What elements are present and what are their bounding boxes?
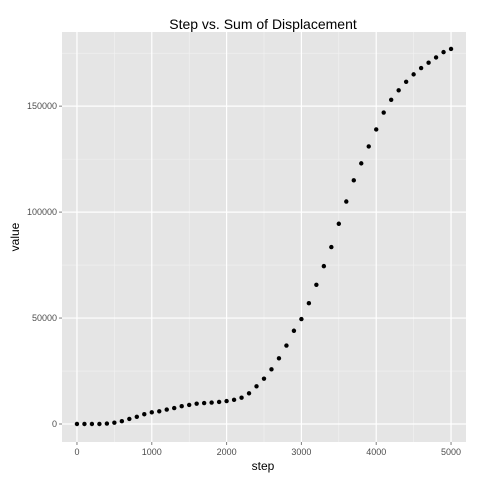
data-point — [366, 144, 371, 149]
data-point — [224, 398, 229, 404]
data-point — [448, 46, 454, 52]
x-tick-label: 0 — [74, 447, 79, 457]
data-point — [403, 79, 409, 84]
y-tick-label: 50000 — [32, 313, 57, 323]
data-point — [261, 376, 267, 381]
data-point — [433, 55, 439, 60]
data-point — [411, 72, 416, 77]
data-point — [291, 328, 297, 333]
data-point — [441, 49, 446, 55]
data-point — [246, 391, 252, 396]
y-tick-label: 100000 — [27, 207, 57, 217]
major-gridlines — [62, 32, 466, 442]
data-point — [142, 412, 147, 417]
data-point — [186, 402, 192, 408]
y-axis-title: value — [8, 222, 22, 251]
data-point — [231, 397, 237, 403]
data-point — [396, 88, 401, 93]
data-point — [112, 420, 117, 425]
y-tick-label: 150000 — [27, 101, 57, 111]
data-point — [299, 316, 304, 322]
data-point — [201, 400, 207, 406]
data-point — [209, 400, 214, 405]
data-point — [149, 410, 154, 415]
data-point — [82, 421, 87, 427]
data-point — [157, 409, 162, 414]
data-point — [426, 60, 431, 65]
minor-gridlines — [62, 32, 466, 442]
data-point — [164, 407, 169, 412]
data-point — [329, 244, 334, 250]
data-point — [418, 65, 424, 71]
data-point — [179, 403, 184, 409]
x-tick-label: 3000 — [291, 447, 311, 457]
data-point — [359, 161, 364, 166]
data-point — [74, 421, 80, 427]
data-points — [74, 46, 454, 427]
data-point — [374, 127, 379, 132]
chart-title: Step vs. Sum of Displacement — [169, 16, 357, 32]
data-point — [276, 356, 282, 361]
data-point — [254, 384, 259, 389]
x-tick-label: 5000 — [441, 447, 461, 457]
data-point — [336, 221, 342, 226]
data-point — [314, 282, 319, 287]
data-point — [172, 405, 177, 411]
data-point — [216, 399, 222, 405]
data-point — [119, 419, 125, 424]
data-point — [351, 178, 356, 183]
data-point — [381, 110, 386, 115]
data-point — [269, 367, 274, 372]
data-point — [194, 401, 199, 406]
data-point — [321, 263, 327, 269]
data-point — [104, 421, 110, 426]
x-tick-label: 1000 — [142, 447, 162, 457]
x-tick-label: 4000 — [366, 447, 386, 457]
x-axis-title: step — [252, 459, 275, 473]
axis-ticks — [59, 105, 452, 445]
y-tick-label: 0 — [52, 419, 57, 429]
data-point — [344, 199, 349, 204]
data-point — [239, 395, 244, 400]
data-point — [388, 97, 394, 103]
data-point — [127, 416, 132, 422]
data-point — [306, 301, 312, 306]
data-point — [97, 421, 102, 427]
data-point — [284, 343, 289, 348]
data-point — [134, 414, 140, 419]
x-tick-label: 2000 — [217, 447, 237, 457]
data-point — [89, 421, 95, 427]
